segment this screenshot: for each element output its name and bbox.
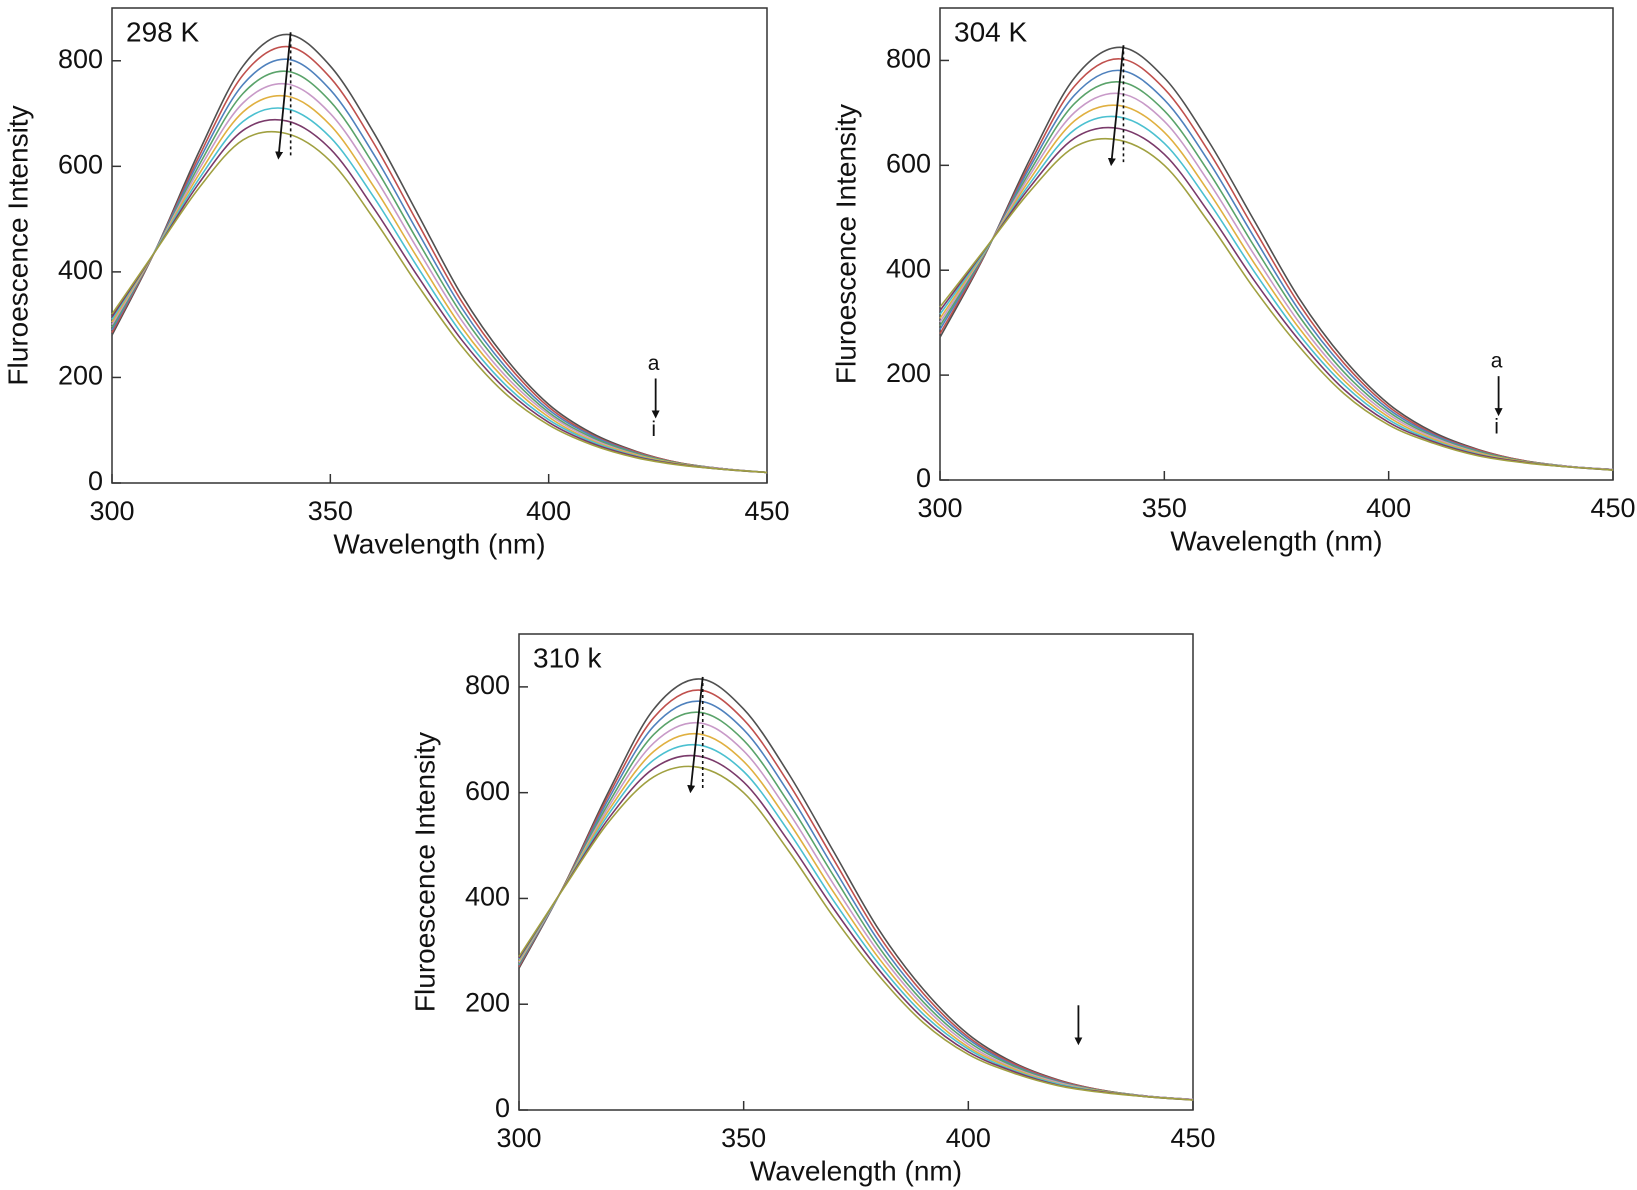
shift-arrow bbox=[275, 32, 292, 160]
series-line bbox=[939, 115, 1614, 471]
x-tick-label: 350 bbox=[721, 1123, 766, 1153]
x-tick-label: 450 bbox=[744, 496, 789, 526]
y-tick-label: 600 bbox=[886, 148, 931, 178]
series-line bbox=[939, 81, 1614, 471]
y-tick-label: 0 bbox=[88, 466, 103, 496]
x-tick-label: 400 bbox=[946, 1123, 991, 1153]
series-line bbox=[939, 69, 1614, 471]
plot-frame bbox=[939, 7, 1614, 481]
annotation-label: a bbox=[648, 352, 660, 375]
series-line bbox=[939, 104, 1614, 471]
annotation-label: a bbox=[1491, 350, 1503, 373]
shift-arrow bbox=[1107, 45, 1125, 167]
y-tick-label: 200 bbox=[58, 361, 103, 391]
y-tick-label: 400 bbox=[886, 253, 931, 283]
series-line bbox=[111, 33, 768, 474]
x-tick-label: 300 bbox=[89, 496, 134, 526]
x-axis-label: Wavelength (nm) bbox=[333, 528, 545, 559]
y-tick-label: 200 bbox=[465, 987, 510, 1017]
x-tick-label: 450 bbox=[1170, 1123, 1215, 1153]
y-axis-label: Fluroescence Intensity bbox=[2, 105, 33, 385]
y-tick-label: 600 bbox=[58, 149, 103, 179]
chart-panel: 0 200 400 600 800 300 350 400 450 Wavelength (nm)… bbox=[2, 7, 790, 559]
x-axis-label: Wavelength (nm) bbox=[1170, 525, 1382, 556]
x-tick-label: 450 bbox=[1590, 493, 1635, 523]
x-tick-label: 350 bbox=[1142, 493, 1187, 523]
shift-arrow bbox=[687, 676, 704, 794]
annotation-label: i bbox=[651, 418, 656, 441]
plot-frame bbox=[111, 7, 768, 484]
series-line bbox=[111, 118, 768, 474]
x-tick-label: 300 bbox=[496, 1123, 541, 1153]
series-line bbox=[111, 45, 768, 474]
y-axis-label: Fluroescence Intensity bbox=[409, 732, 440, 1012]
y-tick-label: 200 bbox=[886, 358, 931, 388]
y-tick-label: 0 bbox=[495, 1093, 510, 1123]
x-tick-label: 400 bbox=[526, 496, 571, 526]
x-axis-label: Wavelength (nm) bbox=[750, 1155, 962, 1186]
y-tick-label: 800 bbox=[58, 44, 103, 74]
y-tick-label: 600 bbox=[465, 776, 510, 806]
x-tick-label: 300 bbox=[917, 493, 962, 523]
series-line bbox=[111, 94, 768, 474]
temperature-label: 298 K bbox=[126, 16, 199, 47]
plot-frame bbox=[518, 633, 1194, 1111]
annotation-label: i bbox=[1494, 416, 1499, 439]
temperature-label: 310 k bbox=[533, 642, 602, 673]
series-line bbox=[518, 689, 1194, 1101]
y-tick-label: 400 bbox=[465, 882, 510, 912]
temperature-label: 304 K bbox=[954, 16, 1027, 47]
series-line bbox=[518, 743, 1194, 1101]
x-tick-label: 400 bbox=[1366, 493, 1411, 523]
y-tick-label: 800 bbox=[886, 44, 931, 74]
y-tick-label: 0 bbox=[916, 463, 931, 493]
series-line bbox=[111, 70, 768, 474]
series-line bbox=[939, 58, 1614, 471]
series-line bbox=[518, 765, 1194, 1101]
series-line bbox=[939, 137, 1614, 471]
series-line bbox=[518, 678, 1194, 1101]
chart-panel: 0 200 400 600 800 300 350 400 450 Wavelength (nm)… bbox=[409, 633, 1216, 1186]
chart-panel: 0 200 400 600 800 300 350 400 450 Wavelength (nm)… bbox=[830, 7, 1636, 556]
series-line bbox=[111, 130, 768, 474]
y-axis-label: Fluroescence Intensity bbox=[830, 104, 861, 384]
series-line bbox=[111, 107, 768, 474]
y-tick-label: 400 bbox=[58, 255, 103, 285]
x-tick-label: 350 bbox=[308, 496, 353, 526]
series-line bbox=[518, 700, 1194, 1101]
y-tick-label: 800 bbox=[465, 670, 510, 700]
series-line bbox=[939, 46, 1614, 471]
series-line bbox=[111, 58, 768, 474]
